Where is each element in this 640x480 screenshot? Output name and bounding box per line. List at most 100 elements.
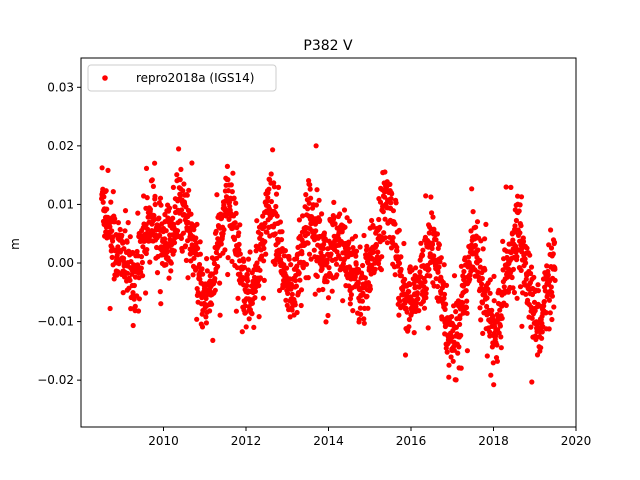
y-tick-label: 0.03 <box>47 80 74 94</box>
data-point <box>156 215 162 221</box>
data-point <box>135 308 142 314</box>
data-point <box>550 251 556 257</box>
data-point <box>441 295 447 301</box>
data-point <box>470 209 476 215</box>
data-point <box>225 188 231 194</box>
legend-box <box>87 64 277 92</box>
data-point <box>446 362 452 368</box>
data-point <box>109 254 115 260</box>
data-point <box>353 253 359 259</box>
data-point <box>361 320 367 326</box>
data-point <box>144 195 150 201</box>
data-point <box>422 279 428 285</box>
data-point <box>491 382 497 388</box>
data-point <box>124 239 130 245</box>
data-point <box>549 316 555 323</box>
data-point <box>244 272 250 278</box>
data-point <box>110 238 116 244</box>
data-point <box>197 251 203 257</box>
data-point <box>460 300 466 306</box>
data-point <box>261 258 267 264</box>
data-point <box>117 226 123 233</box>
data-point <box>517 230 523 236</box>
data-point <box>551 239 558 245</box>
data-point <box>396 260 403 266</box>
data-point <box>325 295 332 301</box>
data-point <box>306 200 312 206</box>
data-point <box>529 379 535 385</box>
data-point <box>484 353 490 359</box>
data-point <box>272 261 278 267</box>
data-point <box>444 349 450 355</box>
data-point <box>196 261 203 268</box>
data-point <box>527 252 533 258</box>
data-point <box>364 293 370 299</box>
data-point <box>464 348 470 354</box>
data-point <box>284 265 290 271</box>
data-point <box>419 252 426 258</box>
data-point <box>101 194 107 200</box>
data-point <box>150 183 156 189</box>
x-tick-label: 2020 <box>561 434 592 448</box>
data-point <box>382 194 388 200</box>
data-point <box>342 224 348 230</box>
data-point <box>271 184 277 190</box>
data-point <box>319 211 325 217</box>
data-point <box>122 228 128 234</box>
data-point <box>170 184 176 190</box>
data-point <box>429 241 436 248</box>
data-point <box>179 207 185 213</box>
data-point <box>294 263 300 269</box>
data-point <box>407 281 413 288</box>
data-point <box>256 314 262 320</box>
data-point <box>259 253 265 259</box>
data-point <box>144 247 150 253</box>
data-point <box>218 241 224 247</box>
data-point <box>172 204 178 210</box>
data-point <box>535 282 541 288</box>
data-point <box>292 277 299 284</box>
data-point <box>296 217 302 223</box>
data-point <box>136 296 142 302</box>
data-point <box>350 245 356 251</box>
data-point <box>200 271 206 277</box>
data-point <box>484 303 490 310</box>
data-point <box>264 229 270 235</box>
data-point <box>296 270 302 276</box>
data-point <box>357 305 363 311</box>
data-point <box>194 316 200 322</box>
data-point <box>278 237 285 243</box>
data-point <box>449 314 455 320</box>
data-point <box>362 275 368 281</box>
data-point <box>177 177 183 183</box>
data-point <box>254 218 260 224</box>
data-point <box>171 248 177 254</box>
data-point <box>189 160 195 166</box>
data-point <box>293 283 299 289</box>
data-point <box>511 289 517 296</box>
data-point <box>230 170 236 176</box>
data-point <box>178 166 184 172</box>
data-point <box>127 277 133 283</box>
data-point <box>513 217 520 224</box>
data-point <box>411 280 417 287</box>
data-point <box>360 262 366 269</box>
data-point <box>130 290 136 296</box>
data-point <box>107 305 113 312</box>
data-point <box>179 248 185 254</box>
data-point <box>394 248 400 254</box>
data-point <box>398 254 404 260</box>
data-point <box>194 221 200 227</box>
data-point <box>426 230 432 236</box>
data-point <box>479 300 486 306</box>
data-point <box>516 208 522 214</box>
data-point <box>548 245 555 251</box>
data-point <box>225 255 231 261</box>
data-point <box>334 272 340 278</box>
data-point <box>406 316 412 323</box>
data-point <box>512 223 518 229</box>
data-point <box>285 290 291 296</box>
data-point <box>545 272 551 278</box>
data-point <box>225 271 231 278</box>
data-point <box>548 227 554 233</box>
